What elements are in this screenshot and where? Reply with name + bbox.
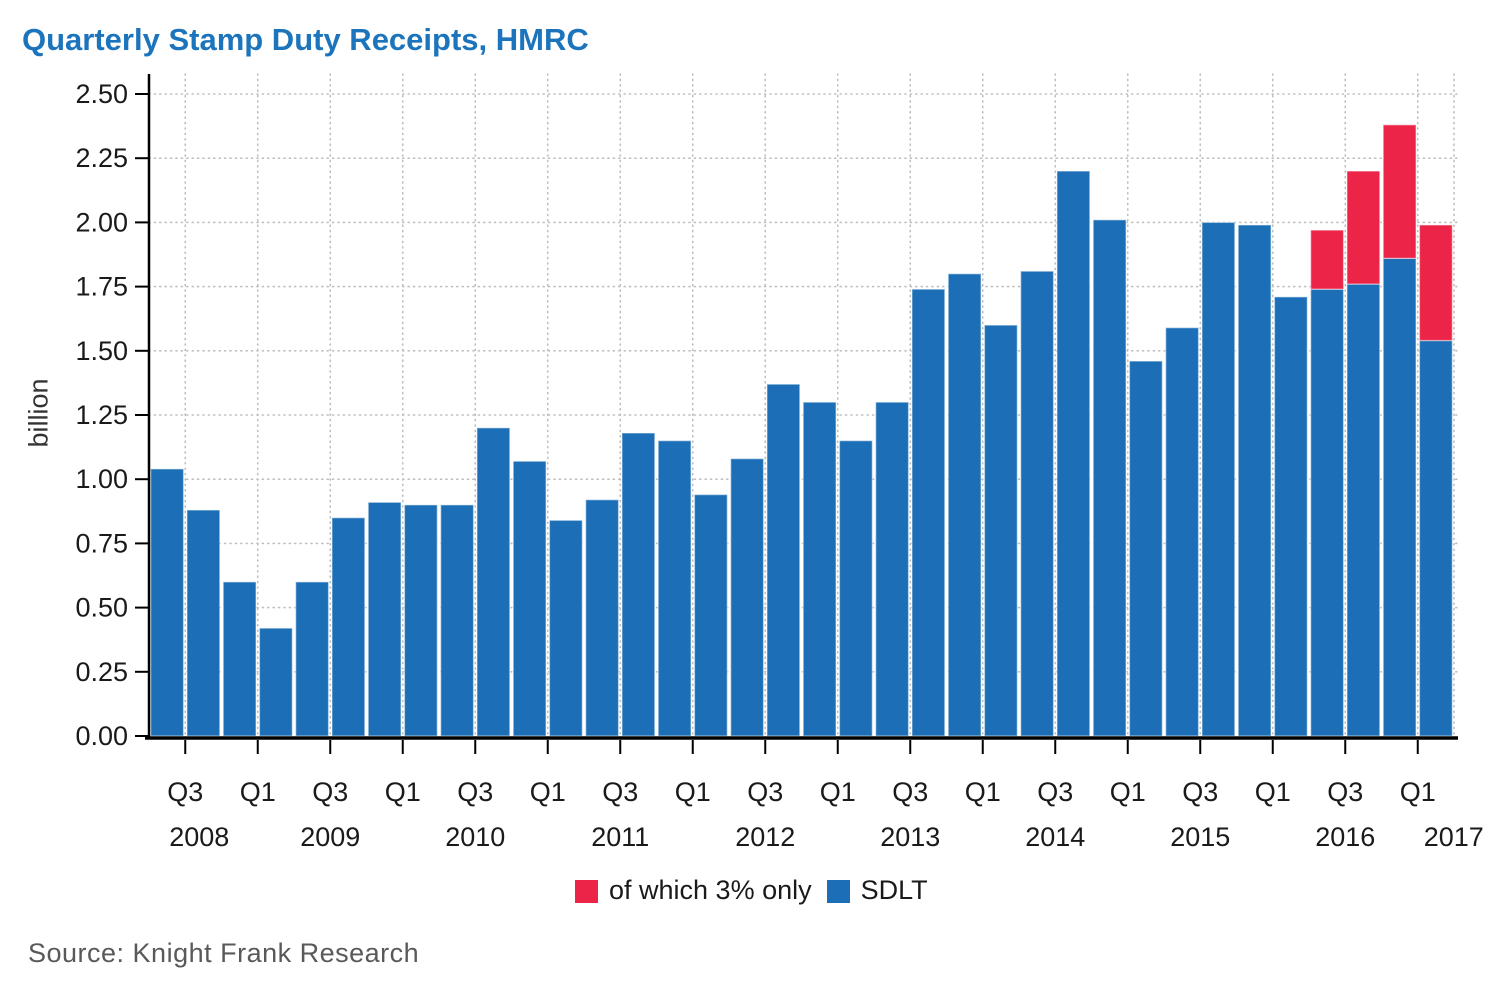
sdlt-bar	[730, 458, 765, 737]
x-year-label: 2009	[300, 822, 360, 852]
surcharge-legend-swatch-icon	[575, 880, 598, 903]
x-year-label: 2008	[169, 822, 229, 852]
y-tick-label: 0.00	[75, 721, 128, 751]
x-tick-label: Q3	[1037, 777, 1073, 807]
sdlt-bar	[1020, 270, 1055, 737]
sdlt-bar	[657, 440, 692, 737]
x-tick-label: Q3	[312, 777, 348, 807]
source-note: Source: Knight Frank Research	[28, 938, 420, 968]
sdlt-bar	[1201, 221, 1236, 737]
sdlt-bar	[1273, 296, 1308, 737]
sdlt-bar	[512, 460, 547, 737]
x-year-label: 2017	[1424, 822, 1484, 852]
x-tick-label: Q1	[1110, 777, 1146, 807]
x-tick-label: Q3	[1182, 777, 1218, 807]
legend-item-surcharge: of which 3% only	[575, 875, 812, 907]
surcharge-bar	[1382, 124, 1417, 260]
x-year-label: 2011	[591, 822, 649, 852]
sdlt-bar	[947, 273, 982, 737]
sdlt-bar	[766, 383, 801, 737]
x-year-label: 2010	[445, 822, 505, 852]
x-year-label: 2013	[880, 822, 940, 852]
sdlt-bar	[440, 504, 475, 737]
surcharge-bar	[1346, 170, 1381, 285]
surcharge-bar	[1310, 229, 1345, 290]
sdlt-bar	[1382, 257, 1417, 737]
y-tick-label: 1.00	[75, 464, 128, 494]
sdlt-bar	[548, 519, 583, 737]
sdlt-bar	[186, 509, 221, 737]
sdlt-bar	[1418, 339, 1453, 737]
y-tick-label: 1.50	[75, 336, 128, 366]
sdlt-bar	[403, 504, 438, 737]
sdlt-bar	[1310, 288, 1345, 737]
sdlt-bar	[585, 499, 620, 737]
sdlt-bar	[258, 627, 293, 737]
sdlt-bar	[1237, 224, 1272, 737]
y-tick-label: 2.00	[75, 207, 128, 237]
x-tick-label: Q1	[820, 777, 856, 807]
sdlt-bar	[802, 401, 837, 737]
legend-item-sdlt: SDLT	[826, 875, 928, 907]
sdlt-bar	[367, 501, 402, 737]
y-tick-label: 2.25	[75, 143, 128, 173]
x-year-label: 2014	[1025, 822, 1085, 852]
sdlt-bar	[1346, 283, 1381, 737]
sdlt-bar	[295, 581, 330, 737]
x-tick-label: Q1	[1400, 777, 1436, 807]
sdlt-bar	[875, 401, 910, 737]
x-tick-label: Q3	[747, 777, 783, 807]
y-tick-label: 1.25	[75, 400, 128, 430]
sdlt-bar	[911, 288, 946, 737]
sdlt-bar	[1128, 360, 1163, 737]
sdlt-legend-swatch-icon	[826, 880, 850, 903]
surcharge-bar	[1418, 224, 1453, 342]
sdlt-bar	[150, 468, 185, 737]
sdlt-bar	[1056, 170, 1091, 737]
sdlt-bar	[331, 517, 366, 737]
x-tick-label: Q1	[385, 777, 421, 807]
x-tick-label: Q3	[167, 777, 203, 807]
x-year-label: 2015	[1170, 822, 1230, 852]
x-tick-label: Q1	[530, 777, 566, 807]
sdlt-bar	[983, 324, 1018, 737]
chart-legend: of which 3% only SDLT	[575, 875, 928, 907]
chart-title: Quarterly Stamp Duty Receipts, HMRC	[22, 22, 589, 57]
y-tick-label: 0.25	[75, 657, 128, 687]
legend-label-sdlt: SDLT	[860, 875, 928, 905]
x-year-label: 2012	[735, 822, 795, 852]
sdlt-bar	[1165, 327, 1200, 737]
sdlt-bar	[838, 440, 873, 737]
sdlt-bar	[621, 432, 656, 737]
y-tick-label: 0.50	[75, 593, 128, 623]
legend-label-surcharge: of which 3% only	[609, 875, 812, 905]
sdlt-bar	[1092, 219, 1127, 737]
sdlt-bar	[222, 581, 257, 737]
y-tick-label: 2.50	[75, 79, 128, 109]
x-year-label: 2016	[1315, 822, 1375, 852]
sdlt-bar	[476, 427, 511, 737]
x-tick-label: Q1	[675, 777, 711, 807]
y-tick-label: 1.75	[75, 272, 128, 302]
x-tick-label: Q3	[1327, 777, 1363, 807]
x-tick-label: Q3	[892, 777, 928, 807]
x-tick-label: Q1	[1255, 777, 1291, 807]
sdlt-bar	[693, 493, 728, 737]
x-tick-label: Q1	[965, 777, 1001, 807]
x-tick-label: Q1	[240, 777, 276, 807]
x-tick-label: Q3	[457, 777, 493, 807]
x-tick-label: Q3	[602, 777, 638, 807]
y-tick-label: 0.75	[75, 528, 128, 558]
